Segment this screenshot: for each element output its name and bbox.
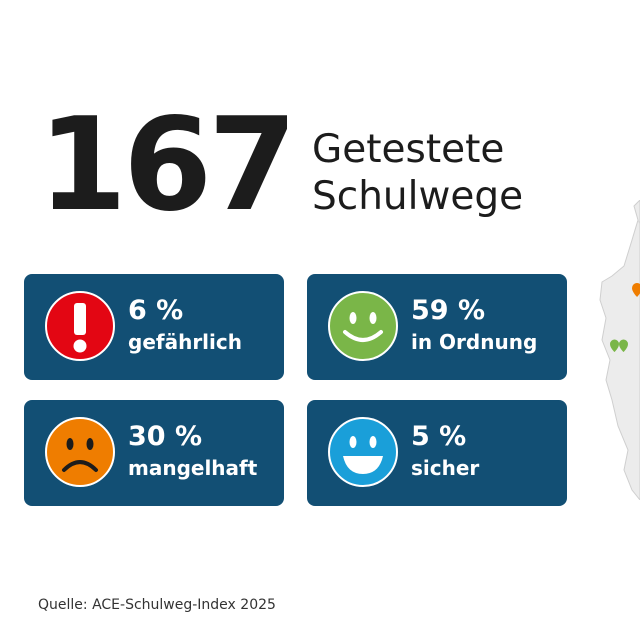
map-pin-green-icon [610, 339, 619, 352]
test-count: 167 [38, 91, 297, 240]
map-fragment [599, 200, 640, 500]
card-percent: 5 % [411, 421, 467, 452]
card-label: mangelhaft [128, 456, 258, 480]
card-percent: 6 % [128, 295, 184, 326]
card-percent: 30 % [128, 421, 203, 452]
frowning-face-icon [45, 417, 115, 487]
card-dangerous: 6 % gefährlich [24, 274, 284, 380]
headline-line-2: Schulwege [312, 174, 524, 219]
headline: Getestete Schulwege [312, 126, 523, 220]
card-okay: 59 % in Ordnung [307, 274, 567, 380]
card-safe: 5 % sicher [307, 400, 567, 506]
source-note: Quelle: ACE-Schulweg-Index 2025 [38, 597, 276, 613]
headline-line-1: Getestete [312, 127, 505, 172]
map-pin-orange-icon [632, 283, 640, 297]
card-label: in Ordnung [411, 330, 538, 354]
grinning-face-icon [328, 417, 398, 487]
smiling-face-icon [328, 291, 398, 361]
exclamation-icon [45, 291, 115, 361]
card-deficient: 30 % mangelhaft [24, 400, 284, 506]
card-label: gefährlich [128, 330, 242, 354]
card-percent: 59 % [411, 295, 486, 326]
map-pin-green-icon [619, 339, 628, 352]
card-label: sicher [411, 456, 480, 480]
